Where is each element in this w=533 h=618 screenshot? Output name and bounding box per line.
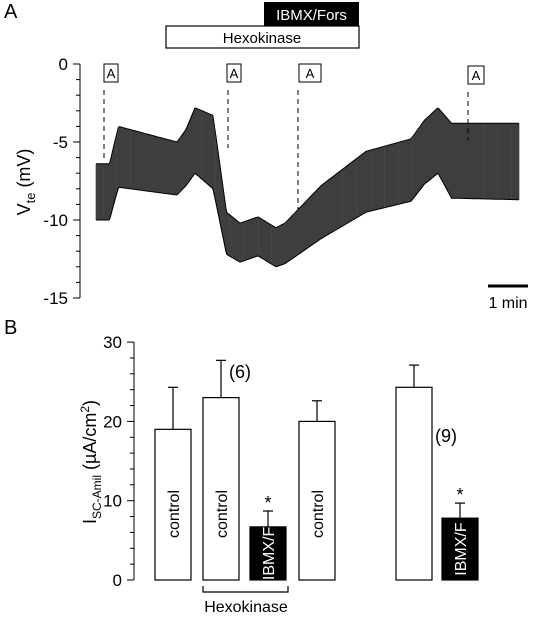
bar-category-label: IBMX/F xyxy=(453,522,470,576)
bar-category-label: IBMX/F xyxy=(261,527,278,581)
voltage-trace-lower xyxy=(96,173,519,268)
voltage-trace-upper xyxy=(96,107,519,229)
bar-category-label: control xyxy=(310,490,327,538)
hexokinase-bracket xyxy=(202,586,289,593)
n-label-group-2: (9) xyxy=(435,426,457,446)
panel-b-label: B xyxy=(4,317,17,339)
amiloride-marker-2: A xyxy=(226,63,242,148)
panel-a-y-label: Vte (mV) xyxy=(14,149,38,216)
bar xyxy=(249,526,287,581)
panel-a-label: A xyxy=(4,1,18,23)
panel-b-y-label: ISC-Amil (µA/cm2) xyxy=(78,400,104,524)
bar-category-label: control xyxy=(166,490,183,538)
ibmx-fors-bar xyxy=(264,2,359,26)
a-y-tick-label: -15 xyxy=(43,289,68,308)
bar xyxy=(298,420,336,581)
significance-star: * xyxy=(264,493,271,513)
b-y-tick-label: 30 xyxy=(103,333,122,352)
n-label-group-1: (6) xyxy=(229,362,251,382)
amiloride-marker-1: A xyxy=(103,63,119,160)
svg-text:A: A xyxy=(230,66,239,81)
hexokinase-bar xyxy=(165,25,360,49)
b-y-tick-label: 10 xyxy=(103,492,122,511)
b-y-tick-label: 0 xyxy=(113,571,122,590)
bar xyxy=(441,517,479,581)
hexokinase-bracket-label: Hexokinase xyxy=(204,599,288,616)
a-y-tick-label: -10 xyxy=(43,211,68,230)
bar xyxy=(154,428,192,581)
svg-text:A: A xyxy=(107,66,116,81)
hexokinase-bar-label: Hexokinase xyxy=(223,30,301,47)
time-scale-label: 1 min xyxy=(488,295,527,312)
svg-text:A: A xyxy=(306,66,315,81)
a-y-tick-label: 0 xyxy=(59,55,68,74)
ibmx-fors-label: IBMX/Fors xyxy=(276,7,347,24)
significance-star: * xyxy=(456,485,463,505)
a-y-tick-label: -5 xyxy=(53,133,68,152)
b-y-tick-label: 20 xyxy=(103,412,122,431)
svg-text:A: A xyxy=(472,68,481,83)
bar-category-label: control xyxy=(214,490,231,538)
amiloride-marker-4: A xyxy=(467,65,485,140)
panel-a-y-axis: 0 -5 -10 -15 xyxy=(43,55,81,308)
voltage-trace-deflections xyxy=(95,108,520,267)
bar-group: control control IBMX/F * control IBMX/F * xyxy=(154,359,479,581)
bar xyxy=(395,386,433,581)
panel-b-y-axis: 0 10 20 30 xyxy=(103,333,135,590)
amiloride-marker-3: A xyxy=(297,63,322,210)
bar xyxy=(202,397,240,581)
